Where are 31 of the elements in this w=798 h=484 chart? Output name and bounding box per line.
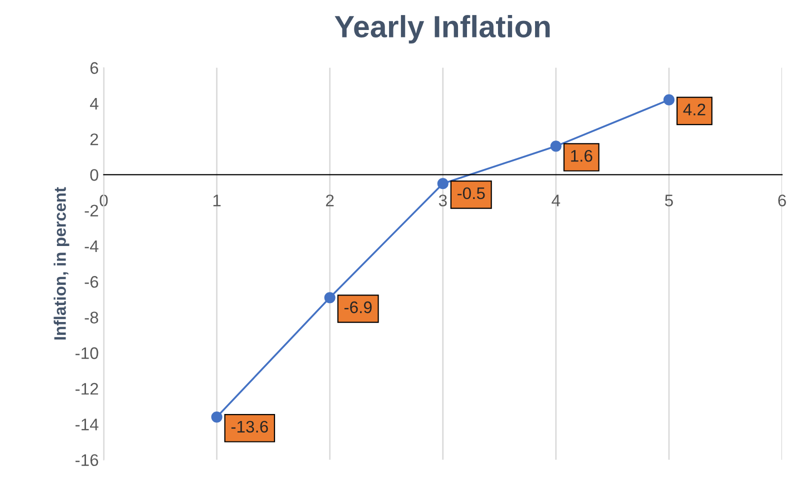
- y-tick-label: 4: [90, 98, 98, 110]
- point: [324, 292, 336, 304]
- point: [663, 94, 675, 106]
- x-tick-label: 0: [100, 194, 108, 206]
- data-label: -0.5: [458, 187, 485, 200]
- x-tick-label: 1: [213, 194, 221, 206]
- y-tick-label: 2: [90, 133, 98, 146]
- x-tick-label: 5: [665, 194, 673, 206]
- chart-title: Yearly Inflation: [334, 15, 550, 44]
- x-tick-label: 2: [326, 194, 334, 206]
- data-label: 1.6: [571, 150, 592, 162]
- x-tick-label: 4: [552, 194, 560, 206]
- y-tick-label: -2: [84, 204, 98, 216]
- y-tick-label: -16: [76, 454, 98, 466]
- y-tick-label: -8: [84, 312, 98, 324]
- data-label: -13.6: [231, 420, 268, 433]
- point: [437, 178, 448, 190]
- x-tick-label: 6: [778, 194, 786, 206]
- x-tick-label: 3: [438, 194, 447, 206]
- y-tick-label: 0: [90, 169, 98, 181]
- y-tick-label: -6: [84, 276, 98, 288]
- y-tick-label: -4: [84, 240, 98, 252]
- y-tick-label: -14: [76, 418, 98, 430]
- point: [211, 411, 222, 423]
- y-tick-label: -12: [76, 382, 98, 395]
- point: [550, 140, 562, 152]
- y-tick-label: -10: [76, 347, 98, 360]
- data-label: 4.2: [683, 104, 706, 116]
- y-axis-title: Inflation, in percent: [54, 187, 70, 340]
- data-label: -6.9: [344, 301, 372, 314]
- y-tick-label: 6: [90, 62, 98, 74]
